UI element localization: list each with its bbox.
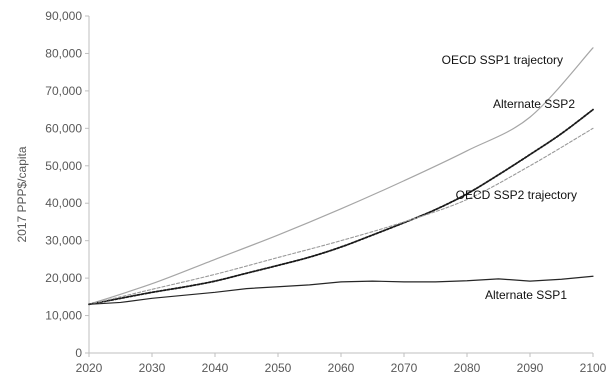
y-tick-label: 20,000 bbox=[45, 271, 82, 285]
series-label-alternate-ssp1: Alternate SSP1 bbox=[485, 288, 567, 302]
y-tick-label: 90,000 bbox=[45, 9, 82, 23]
x-tick-label: 2030 bbox=[139, 361, 166, 375]
x-tick-label: 2100 bbox=[580, 361, 607, 375]
y-tick-label: 60,000 bbox=[45, 121, 82, 135]
x-tick-label: 2090 bbox=[517, 361, 544, 375]
series-label-alternate-ssp2: Alternate SSP2 bbox=[493, 97, 575, 111]
series-line-oecd-ssp2-trajectory bbox=[88, 127, 594, 305]
y-tick-label: 0 bbox=[75, 346, 82, 360]
y-tick-label: 70,000 bbox=[45, 84, 82, 98]
x-tick-label: 2020 bbox=[76, 361, 103, 375]
x-tick-label: 2070 bbox=[391, 361, 418, 375]
y-tick-label: 10,000 bbox=[45, 309, 82, 323]
y-axis-title: 2017 PPP$/capita bbox=[15, 146, 29, 242]
series-line-alternate-ssp1 bbox=[88, 275, 594, 305]
series-line-oecd-ssp1-trajectory bbox=[88, 47, 594, 305]
y-tick-label: 40,000 bbox=[45, 196, 82, 210]
series-label-oecd-ssp1-trajectory: OECD SSP1 trajectory bbox=[442, 53, 563, 67]
series-label-oecd-ssp2-trajectory: OECD SSP2 trajectory bbox=[456, 188, 577, 202]
axes: 0 10,000 20,000 30,000 40,000 50,000 60,000 70,… bbox=[15, 9, 607, 375]
series-labels: OECD SSP1 trajectory Alternate SSP2 OECD S… bbox=[442, 53, 577, 302]
x-tick-label: 2080 bbox=[454, 361, 481, 375]
series-line-alternate-ssp2 bbox=[88, 108, 594, 306]
y-tick-label: 50,000 bbox=[45, 159, 82, 173]
x-tick-label: 2050 bbox=[265, 361, 292, 375]
y-tick-label: 80,000 bbox=[45, 46, 82, 60]
x-tick-label: 2060 bbox=[328, 361, 355, 375]
x-tick-label: 2040 bbox=[202, 361, 229, 375]
series-lines bbox=[88, 47, 594, 306]
y-tick-label: 30,000 bbox=[45, 234, 82, 248]
